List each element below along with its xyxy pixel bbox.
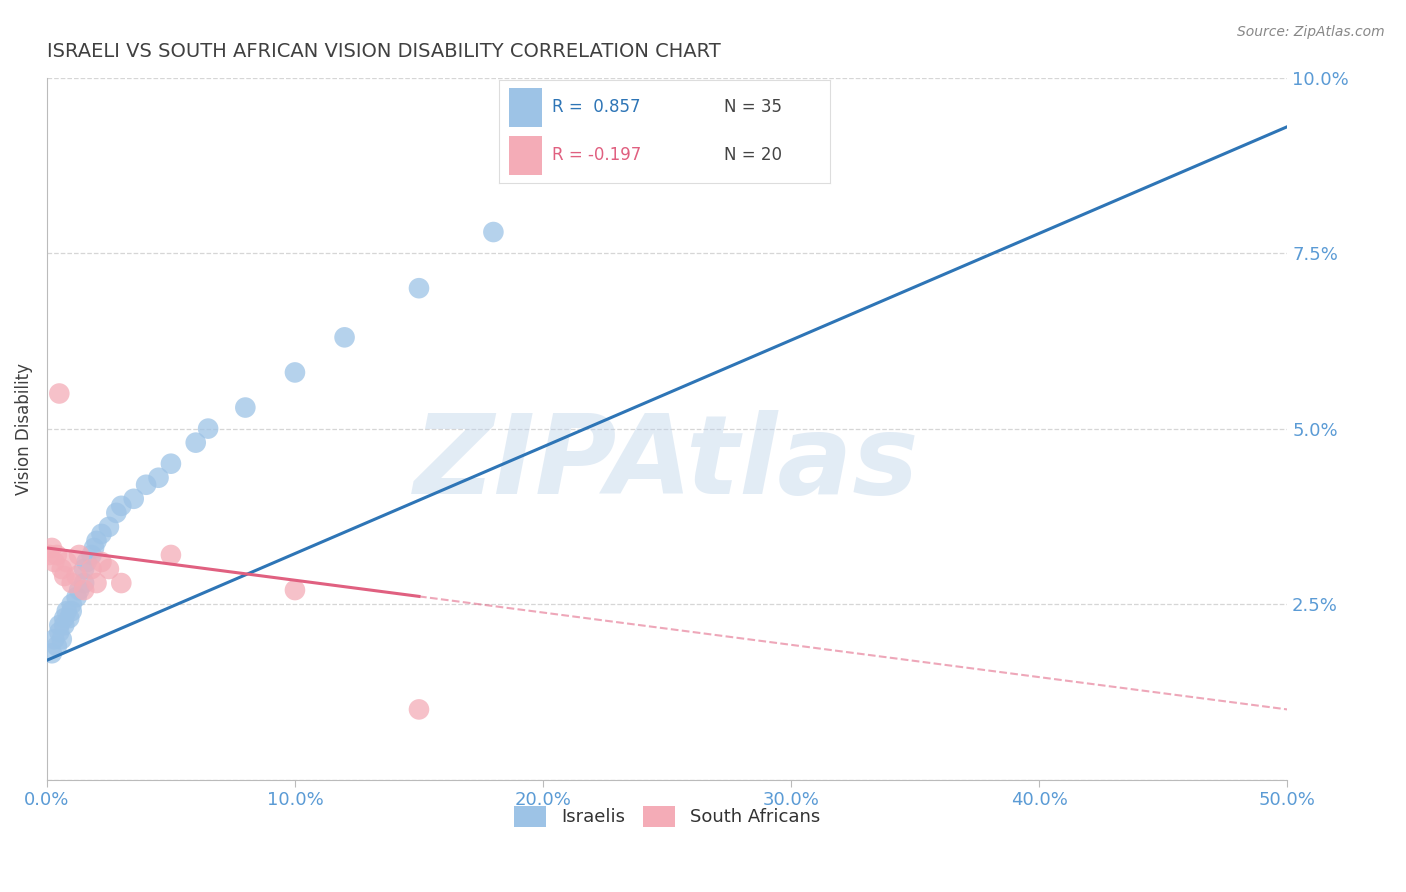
Point <box>86 533 108 548</box>
Point <box>73 576 96 591</box>
Point <box>66 569 89 583</box>
Point <box>122 491 145 506</box>
Point <box>90 527 112 541</box>
Text: Source: ZipAtlas.com: Source: ZipAtlas.com <box>1237 25 1385 39</box>
Point <box>45 639 67 653</box>
Point <box>60 604 83 618</box>
Point <box>48 625 70 640</box>
Point <box>80 548 103 562</box>
Text: N = 20: N = 20 <box>724 146 782 164</box>
Point <box>44 632 66 647</box>
FancyBboxPatch shape <box>509 136 543 175</box>
Point <box>73 562 96 576</box>
Point <box>408 281 430 295</box>
Text: N = 35: N = 35 <box>724 98 782 116</box>
Point <box>55 555 77 569</box>
Point <box>58 611 80 625</box>
Legend: Israelis, South Africans: Israelis, South Africans <box>506 798 827 834</box>
Point <box>160 548 183 562</box>
Point <box>184 435 207 450</box>
Point <box>90 555 112 569</box>
Point <box>53 611 76 625</box>
Text: R = -0.197: R = -0.197 <box>553 146 641 164</box>
Point <box>66 590 89 604</box>
Point <box>45 548 67 562</box>
Point <box>60 576 83 591</box>
Point <box>110 576 132 591</box>
Point <box>60 597 83 611</box>
Point <box>48 618 70 632</box>
Point <box>135 477 157 491</box>
Point <box>333 330 356 344</box>
Point <box>97 520 120 534</box>
Point <box>38 548 60 562</box>
Point <box>67 583 90 598</box>
Point <box>76 555 98 569</box>
Point <box>284 583 307 598</box>
Point <box>53 569 76 583</box>
Point <box>233 401 256 415</box>
Point <box>51 562 73 576</box>
Text: ZIPAtlas: ZIPAtlas <box>415 410 920 517</box>
Point <box>86 576 108 591</box>
Point <box>408 702 430 716</box>
Point <box>284 366 307 380</box>
Point <box>73 583 96 598</box>
Point <box>97 562 120 576</box>
Point <box>55 604 77 618</box>
Point <box>41 541 63 555</box>
Point <box>41 646 63 660</box>
Point <box>83 541 105 555</box>
Y-axis label: Vision Disability: Vision Disability <box>15 363 32 494</box>
Text: R =  0.857: R = 0.857 <box>553 98 641 116</box>
Point <box>53 618 76 632</box>
Point <box>80 562 103 576</box>
Point <box>105 506 128 520</box>
Point <box>67 548 90 562</box>
Point <box>51 632 73 647</box>
Point <box>197 421 219 435</box>
Text: ISRAELI VS SOUTH AFRICAN VISION DISABILITY CORRELATION CHART: ISRAELI VS SOUTH AFRICAN VISION DISABILI… <box>46 42 721 61</box>
FancyBboxPatch shape <box>509 88 543 128</box>
Point <box>148 471 170 485</box>
Point <box>44 555 66 569</box>
Point <box>110 499 132 513</box>
Point <box>482 225 505 239</box>
Point <box>160 457 183 471</box>
Point <box>48 386 70 401</box>
